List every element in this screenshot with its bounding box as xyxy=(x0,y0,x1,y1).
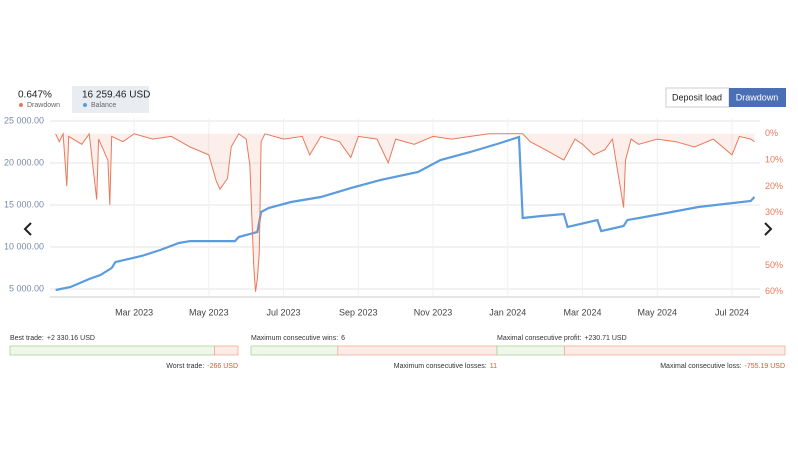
stat-win-bar xyxy=(250,345,339,356)
stat-win-value: +230.71 USD xyxy=(584,335,626,342)
summary-name: Drawdown xyxy=(27,102,60,109)
stat-loss-label: Maximal consecutive loss: xyxy=(660,363,741,370)
y-tick-label: 15 000.00 xyxy=(4,199,44,209)
stat-win-label: Maximum consecutive wins: xyxy=(251,335,338,342)
stat-loss-value: -755.19 USD xyxy=(745,363,785,370)
balance-line xyxy=(55,135,756,292)
stat-loss-value: 11 xyxy=(490,363,497,370)
stat-win-bar xyxy=(496,345,565,356)
prev-arrow[interactable] xyxy=(23,222,32,236)
y2-tick-label: 10% xyxy=(765,154,783,164)
stat-win-value: 6 xyxy=(341,335,345,342)
x-tick-label: Mar 2023 xyxy=(115,307,153,317)
stat-win-label: Maximal consecutive profit: xyxy=(497,335,581,342)
next-arrow[interactable] xyxy=(764,222,773,236)
x-tick-label: Jul 2024 xyxy=(715,307,749,317)
stat-win-bar xyxy=(9,345,215,356)
stat-loss-bar xyxy=(214,345,239,356)
stat-loss-value: -266 USD xyxy=(207,363,238,370)
y2-tick-label: 50% xyxy=(765,260,783,270)
summary-dot xyxy=(19,103,23,107)
y2-tick-label: 60% xyxy=(765,286,783,296)
y-tick-label: 10 000.00 xyxy=(4,241,44,251)
selected-summary-bg xyxy=(72,86,149,113)
x-tick-label: Jul 2023 xyxy=(267,307,301,317)
summary-name: Balance xyxy=(91,102,116,109)
y-tick-label: 20 000.00 xyxy=(4,157,44,167)
summary-dot xyxy=(83,103,87,107)
stat-loss-label: Worst trade: xyxy=(166,363,204,370)
drawdown-area xyxy=(55,133,755,292)
stat-loss-label: Maximum consecutive losses: xyxy=(394,363,487,370)
stat-loss-bar xyxy=(564,345,786,356)
drawdown-line xyxy=(55,131,755,292)
stat-loss-bar xyxy=(337,345,498,356)
x-tick-label: Nov 2023 xyxy=(414,307,453,317)
x-tick-label: Mar 2024 xyxy=(563,307,601,317)
stat-win-value: +2 330.16 USD xyxy=(47,335,95,342)
y2-tick-label: 30% xyxy=(765,207,783,217)
y2-tick-label: 0% xyxy=(765,128,778,138)
y2-tick-label: 20% xyxy=(765,181,783,191)
summary-value: 0.647% xyxy=(18,90,52,101)
button-label[interactable]: Deposit load xyxy=(672,92,722,102)
stat-win-label: Best trade: xyxy=(10,335,44,342)
button-label[interactable]: Drawdown xyxy=(736,92,779,102)
x-tick-label: May 2023 xyxy=(189,307,229,317)
y-tick-label: 5 000.00 xyxy=(9,283,44,293)
x-tick-label: May 2024 xyxy=(637,307,677,317)
x-tick-label: Jan 2024 xyxy=(489,307,526,317)
summary-value: 16 259.46 USD xyxy=(82,90,150,101)
y-tick-label: 25 000.00 xyxy=(4,115,44,125)
button-bg-active[interactable] xyxy=(729,88,786,107)
x-tick-label: Sep 2023 xyxy=(339,307,378,317)
